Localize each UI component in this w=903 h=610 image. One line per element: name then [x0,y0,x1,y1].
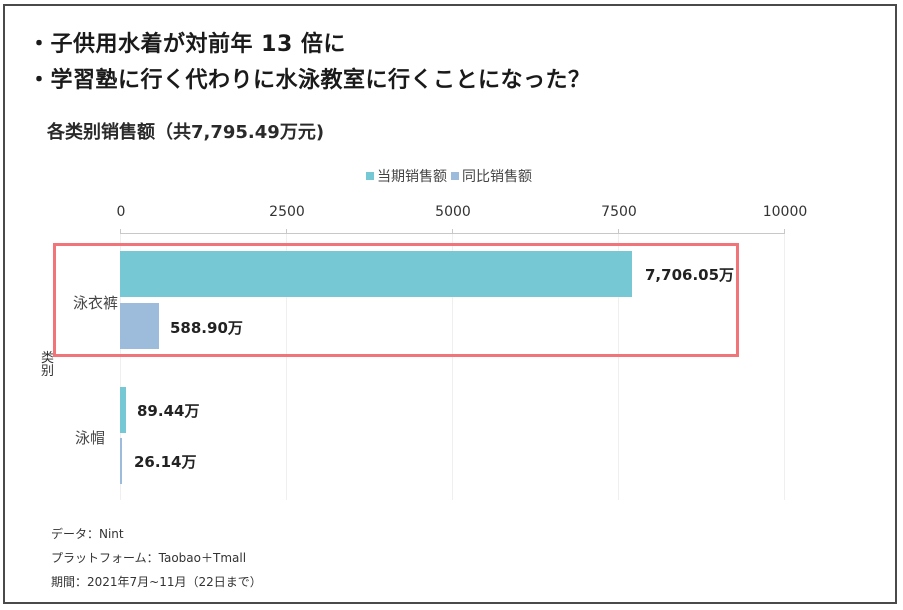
x-axis-tick [120,229,121,234]
chart-legend: 当期销售额 同比销售额 [366,166,536,186]
x-tick-2500: 2500 [269,204,305,220]
footer-platform: プラットフォーム：Taobao＋Tmall [51,551,247,565]
footer-data-source: データ：Nint [51,527,124,541]
footer-period: 期間：2021年7月~11月（22日まで） [51,575,262,589]
bar-swim-cap-previous[interactable] [120,438,122,484]
chart-title: 各类别销售额（共7,795.49万元) [47,122,325,143]
y-axis-baseline [120,234,121,500]
x-tick-0: 0 [116,204,126,220]
x-tick-5000: 5000 [435,204,471,220]
highlight-box [53,243,739,357]
bullet-headline-1: ・子供用水着が対前年 13 倍に [28,32,346,57]
category-label-swimwear: 泳衣裤 [73,294,119,312]
gridline [784,234,785,500]
legend-label-previous: 同比销售额 [462,169,532,185]
bar-swimwear-current[interactable] [120,251,632,297]
y-axis-title: 类别 [41,351,55,379]
gridline [452,234,453,500]
legend-swatch-current-icon [366,172,374,180]
gridline [286,234,287,500]
x-axis-tick [784,229,785,234]
value-label-swim-cap-previous: 26.14万 [134,453,197,471]
gridline [618,234,619,500]
value-label-swim-cap-current: 89.44万 [137,402,200,420]
x-axis-tick [618,229,619,234]
bullet-headline-2: ・学習塾に行く代わりに水泳教室に行くことになった？ [28,68,591,93]
x-tick-7500: 7500 [601,204,637,220]
x-axis-tick [452,229,453,234]
bar-swim-cap-current[interactable] [120,387,126,433]
category-label-swim-cap: 泳帽 [75,429,106,447]
bar-swimwear-previous[interactable] [120,303,159,349]
legend-label-current: 当期销售额 [377,169,447,185]
value-label-swimwear-current: 7,706.05万 [645,266,735,284]
legend-swatch-previous-icon [451,172,459,180]
legend-item-current[interactable]: 当期销售额 [366,166,447,186]
legend-item-previous[interactable]: 同比销售额 [451,166,532,186]
x-tick-10000: 10000 [762,204,808,220]
x-axis-tick [286,229,287,234]
value-label-swimwear-previous: 588.90万 [170,319,243,337]
